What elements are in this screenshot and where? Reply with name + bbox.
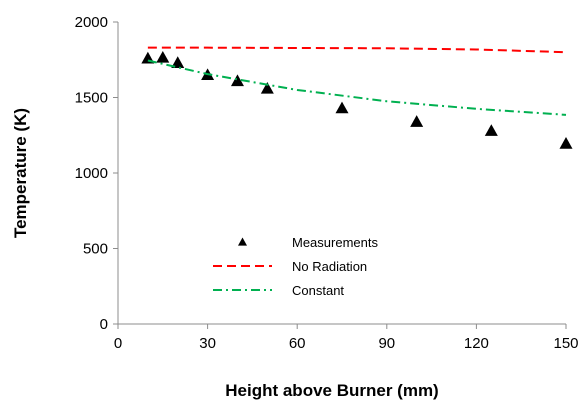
- x-tick-label: 30: [199, 335, 216, 352]
- data-point-measurements: [335, 101, 349, 114]
- y-tick-label: 2000: [75, 14, 108, 31]
- data-point-measurements: [559, 137, 573, 149]
- ticks: 0 500 1000 1500 2000 0 30 60 90 120 150: [75, 14, 579, 352]
- y-tick-label: 1500: [75, 90, 108, 107]
- data-point-measurements: [230, 74, 244, 87]
- legend-swatch-measurements: [238, 237, 247, 246]
- data-point-measurements: [260, 81, 274, 94]
- series-line-no-radiation: [147, 46, 567, 54]
- series-line-constant: [147, 59, 567, 116]
- data-point-measurements: [156, 50, 170, 63]
- series-layer: [141, 46, 573, 149]
- axes: [117, 22, 566, 325]
- data-point-measurements: [171, 56, 185, 68]
- x-tick-label: 150: [553, 335, 578, 352]
- data-point-measurements: [484, 124, 498, 136]
- data-point-measurements: [410, 115, 424, 127]
- legend-label-constant: Constant: [292, 283, 344, 298]
- x-tick-label: 90: [378, 335, 395, 352]
- legend: Measurements No Radiation Constant: [213, 235, 378, 298]
- x-tick-label: 0: [114, 335, 122, 352]
- y-tick-label: 500: [83, 241, 108, 258]
- y-axis-title: Temperature (K): [11, 108, 30, 238]
- x-tick-label: 120: [464, 335, 489, 352]
- legend-label-no-radiation: No Radiation: [292, 259, 367, 274]
- x-tick-label: 60: [289, 335, 306, 352]
- legend-label-measurements: Measurements: [292, 235, 378, 250]
- x-axis-title: Height above Burner (mm): [225, 381, 438, 400]
- y-tick-label: 1000: [75, 165, 108, 182]
- y-tick-label: 0: [100, 316, 108, 333]
